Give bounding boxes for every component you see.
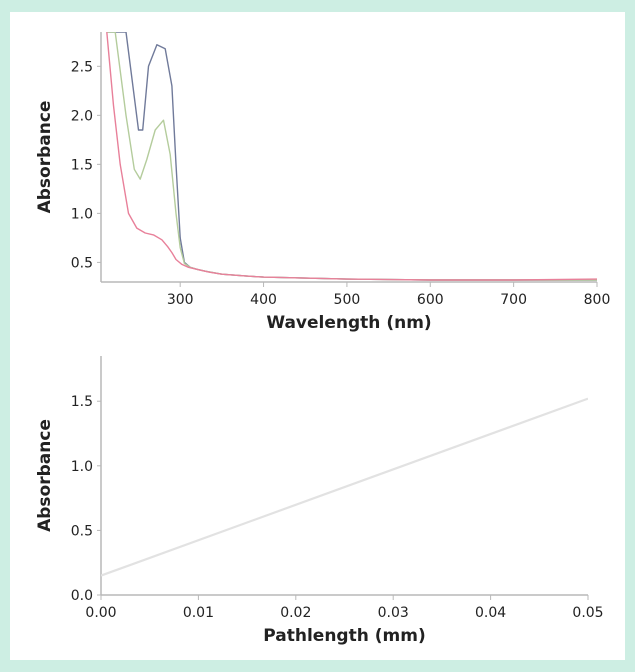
y-tick-label: 1.0 xyxy=(71,459,93,475)
x-axis-label: Pathlength (mm) xyxy=(263,626,425,646)
x-tick-label: 300 xyxy=(167,292,194,308)
y-tick-label: 0.5 xyxy=(71,523,93,539)
x-tick-label: 0.01 xyxy=(183,605,214,621)
absorbance-spectrum-chart: 300 400 500 600 700 800 0.5 1.0 1.5 2.0 2.5 Wavelen… xyxy=(35,32,611,333)
y-axis-label: Absorbance xyxy=(35,419,55,532)
x-tick-label: 600 xyxy=(417,292,444,308)
series-line-1 xyxy=(106,32,597,281)
x-axis-label: Wavelength (nm) xyxy=(266,313,431,333)
y-tick-label: 2.5 xyxy=(71,59,93,75)
y-axis-label: Absorbance xyxy=(35,101,55,214)
x-tick-label: 800 xyxy=(584,292,611,308)
x-tick-label: 400 xyxy=(250,292,277,308)
y-tick-label: 0.5 xyxy=(71,255,93,271)
y-tick-label: 2.0 xyxy=(71,108,93,124)
x-tick-label: 700 xyxy=(500,292,527,308)
x-tick-label: 0.03 xyxy=(378,605,409,621)
figure-panel: 300 400 500 600 700 800 0.5 1.0 1.5 2.0 2.5 Wavelen… xyxy=(10,12,625,660)
y-tick-label: 1.5 xyxy=(71,394,93,410)
x-tick-label: 0.04 xyxy=(475,605,506,621)
y-tick-label: 0.0 xyxy=(71,588,93,604)
absorbance-vs-pathlength-chart: 0.00 0.01 0.02 0.03 0.04 0.05 0.0 0.5 1.0 1.5 Path… xyxy=(35,356,604,646)
x-tick-label: 0.02 xyxy=(280,605,311,621)
series-line-1 xyxy=(101,397,588,577)
series-line-3 xyxy=(106,32,597,281)
x-tick-label: 500 xyxy=(334,292,361,308)
y-tick-label: 1.0 xyxy=(71,206,93,222)
y-tick-label: 1.5 xyxy=(71,157,93,173)
x-tick-label: 0.05 xyxy=(572,605,603,621)
x-tick-label: 0.00 xyxy=(85,605,116,621)
